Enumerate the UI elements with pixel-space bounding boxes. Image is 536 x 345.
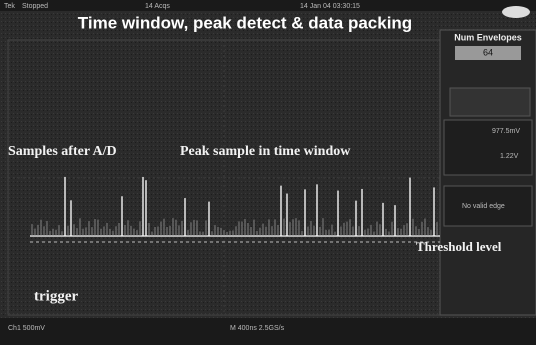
timestamp: 14 Jan 04 03:30:15 bbox=[300, 3, 360, 10]
scope-screen: Tek Stopped 14 Acqs 14 Jan 04 03:30:15 T… bbox=[0, 0, 536, 345]
cursor-readout: 977.5mV bbox=[492, 128, 520, 135]
annotation: Samples after A/D bbox=[8, 144, 117, 159]
timebase-setting: M 400ns 2.5GS/s bbox=[230, 325, 285, 332]
annotation: Peak sample in time window bbox=[180, 144, 351, 159]
brand: Tek bbox=[4, 3, 15, 10]
menu-header: Num Envelopes bbox=[454, 32, 522, 42]
acquisitions: 14 Acqs bbox=[145, 3, 170, 10]
title: Time window, peak detect & data packing bbox=[78, 13, 412, 32]
menu-item[interactable] bbox=[450, 88, 530, 116]
annotation: Threshold level bbox=[416, 239, 502, 254]
menu-button[interactable] bbox=[502, 6, 530, 18]
status-bar bbox=[0, 0, 536, 11]
trigger-status: No valid edge bbox=[462, 203, 505, 210]
annotation: trigger bbox=[34, 288, 78, 304]
run-state: Stopped bbox=[22, 3, 48, 10]
channel-setting: Ch1 500mV bbox=[8, 325, 45, 332]
cursor-readout: 1.22V bbox=[500, 153, 519, 160]
menu-value: 64 bbox=[483, 47, 493, 57]
